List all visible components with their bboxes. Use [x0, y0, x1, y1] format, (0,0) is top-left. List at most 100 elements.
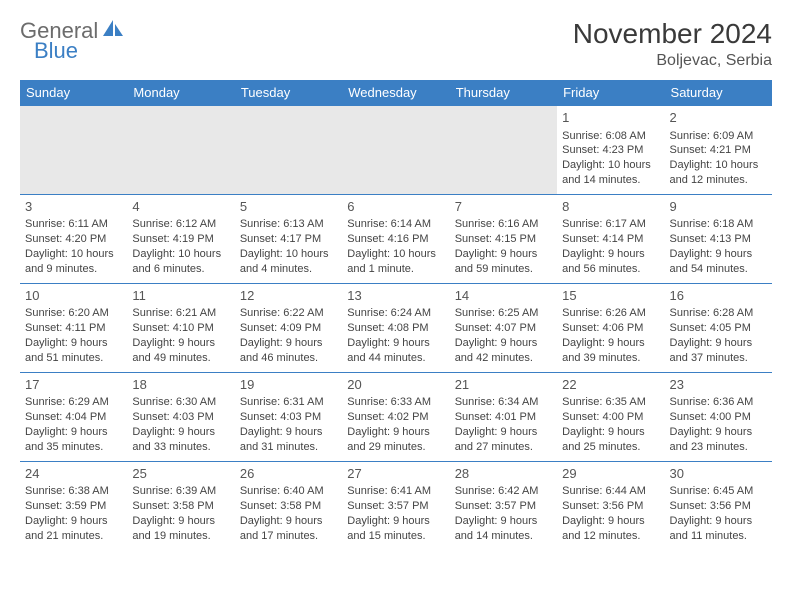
day-cell: 26Sunrise: 6:40 AMSunset: 3:58 PMDayligh…: [235, 461, 342, 549]
sunset-text: Sunset: 4:13 PM: [670, 232, 767, 247]
day-number: 19: [240, 376, 337, 394]
day-number: 17: [25, 376, 122, 394]
sunset-text: Sunset: 4:16 PM: [347, 232, 444, 247]
daylight-text: Daylight: 9 hours and 37 minutes.: [670, 336, 767, 366]
sunrise-text: Sunrise: 6:34 AM: [455, 395, 552, 410]
daylight-text: Daylight: 9 hours and 33 minutes.: [132, 425, 229, 455]
day-cell: 20Sunrise: 6:33 AMSunset: 4:02 PMDayligh…: [342, 372, 449, 461]
daylight-text: Daylight: 10 hours and 12 minutes.: [670, 158, 767, 188]
daylight-text: Daylight: 9 hours and 15 minutes.: [347, 514, 444, 544]
day-number: 13: [347, 287, 444, 305]
sunrise-text: Sunrise: 6:18 AM: [670, 217, 767, 232]
daylight-text: Daylight: 9 hours and 27 minutes.: [455, 425, 552, 455]
day-number: 14: [455, 287, 552, 305]
sunrise-text: Sunrise: 6:26 AM: [562, 306, 659, 321]
daylight-text: Daylight: 9 hours and 31 minutes.: [240, 425, 337, 455]
sail-icon: [103, 20, 125, 43]
day-cell: 10Sunrise: 6:20 AMSunset: 4:11 PMDayligh…: [20, 283, 127, 372]
day-number: 22: [562, 376, 659, 394]
day-number: 16: [670, 287, 767, 305]
day-number: 9: [670, 198, 767, 216]
day-number: 8: [562, 198, 659, 216]
daylight-text: Daylight: 9 hours and 46 minutes.: [240, 336, 337, 366]
month-title: November 2024: [573, 18, 772, 50]
sunrise-text: Sunrise: 6:09 AM: [670, 129, 767, 144]
week-row: 24Sunrise: 6:38 AMSunset: 3:59 PMDayligh…: [20, 461, 772, 549]
day-number: 20: [347, 376, 444, 394]
day-header: Wednesday: [342, 80, 449, 106]
day-cell: 28Sunrise: 6:42 AMSunset: 3:57 PMDayligh…: [450, 461, 557, 549]
sunrise-text: Sunrise: 6:40 AM: [240, 484, 337, 499]
sunrise-text: Sunrise: 6:25 AM: [455, 306, 552, 321]
day-number: 15: [562, 287, 659, 305]
daylight-text: Daylight: 10 hours and 14 minutes.: [562, 158, 659, 188]
day-number: 12: [240, 287, 337, 305]
day-cell: 18Sunrise: 6:30 AMSunset: 4:03 PMDayligh…: [127, 372, 234, 461]
daylight-text: Daylight: 9 hours and 23 minutes.: [670, 425, 767, 455]
day-header: Friday: [557, 80, 664, 106]
day-cell: 13Sunrise: 6:24 AMSunset: 4:08 PMDayligh…: [342, 283, 449, 372]
sunrise-text: Sunrise: 6:36 AM: [670, 395, 767, 410]
daylight-text: Daylight: 9 hours and 29 minutes.: [347, 425, 444, 455]
day-number: 26: [240, 465, 337, 483]
day-cell: [235, 106, 342, 195]
day-number: 6: [347, 198, 444, 216]
sunset-text: Sunset: 4:20 PM: [25, 232, 122, 247]
sunset-text: Sunset: 3:59 PM: [25, 499, 122, 514]
sunset-text: Sunset: 4:08 PM: [347, 321, 444, 336]
day-cell: [450, 106, 557, 195]
day-cell: 2Sunrise: 6:09 AMSunset: 4:21 PMDaylight…: [665, 106, 772, 195]
sunrise-text: Sunrise: 6:38 AM: [25, 484, 122, 499]
day-cell: 8Sunrise: 6:17 AMSunset: 4:14 PMDaylight…: [557, 194, 664, 283]
day-header: Sunday: [20, 80, 127, 106]
daylight-text: Daylight: 9 hours and 56 minutes.: [562, 247, 659, 277]
sunset-text: Sunset: 4:02 PM: [347, 410, 444, 425]
day-cell: 7Sunrise: 6:16 AMSunset: 4:15 PMDaylight…: [450, 194, 557, 283]
sunset-text: Sunset: 4:19 PM: [132, 232, 229, 247]
day-number: 1: [562, 109, 659, 127]
sunset-text: Sunset: 3:57 PM: [347, 499, 444, 514]
daylight-text: Daylight: 9 hours and 25 minutes.: [562, 425, 659, 455]
day-cell: 1Sunrise: 6:08 AMSunset: 4:23 PMDaylight…: [557, 106, 664, 195]
sunrise-text: Sunrise: 6:31 AM: [240, 395, 337, 410]
day-number: 28: [455, 465, 552, 483]
day-number: 25: [132, 465, 229, 483]
sunrise-text: Sunrise: 6:20 AM: [25, 306, 122, 321]
calendar-table: Sunday Monday Tuesday Wednesday Thursday…: [20, 80, 772, 550]
sunrise-text: Sunrise: 6:24 AM: [347, 306, 444, 321]
day-number: 3: [25, 198, 122, 216]
sunrise-text: Sunrise: 6:44 AM: [562, 484, 659, 499]
week-row: 10Sunrise: 6:20 AMSunset: 4:11 PMDayligh…: [20, 283, 772, 372]
day-number: 23: [670, 376, 767, 394]
daylight-text: Daylight: 9 hours and 59 minutes.: [455, 247, 552, 277]
day-number: 11: [132, 287, 229, 305]
sunrise-text: Sunrise: 6:17 AM: [562, 217, 659, 232]
sunrise-text: Sunrise: 6:41 AM: [347, 484, 444, 499]
day-number: 4: [132, 198, 229, 216]
sunset-text: Sunset: 4:17 PM: [240, 232, 337, 247]
week-row: 17Sunrise: 6:29 AMSunset: 4:04 PMDayligh…: [20, 372, 772, 461]
daylight-text: Daylight: 9 hours and 54 minutes.: [670, 247, 767, 277]
day-cell: [342, 106, 449, 195]
brand-text: General Blue: [20, 18, 125, 64]
daylight-text: Daylight: 10 hours and 6 minutes.: [132, 247, 229, 277]
day-cell: 17Sunrise: 6:29 AMSunset: 4:04 PMDayligh…: [20, 372, 127, 461]
day-number: 2: [670, 109, 767, 127]
page-header: General Blue November 2024 Boljevac, Ser…: [20, 18, 772, 70]
day-cell: 23Sunrise: 6:36 AMSunset: 4:00 PMDayligh…: [665, 372, 772, 461]
day-number: 21: [455, 376, 552, 394]
location-label: Boljevac, Serbia: [573, 52, 772, 70]
sunset-text: Sunset: 4:10 PM: [132, 321, 229, 336]
calendar-body: 1Sunrise: 6:08 AMSunset: 4:23 PMDaylight…: [20, 106, 772, 550]
day-cell: 24Sunrise: 6:38 AMSunset: 3:59 PMDayligh…: [20, 461, 127, 549]
day-header: Tuesday: [235, 80, 342, 106]
sunset-text: Sunset: 4:04 PM: [25, 410, 122, 425]
day-number: 10: [25, 287, 122, 305]
day-cell: [20, 106, 127, 195]
sunset-text: Sunset: 4:23 PM: [562, 143, 659, 158]
day-cell: 19Sunrise: 6:31 AMSunset: 4:03 PMDayligh…: [235, 372, 342, 461]
sunset-text: Sunset: 3:57 PM: [455, 499, 552, 514]
daylight-text: Daylight: 9 hours and 14 minutes.: [455, 514, 552, 544]
daylight-text: Daylight: 9 hours and 42 minutes.: [455, 336, 552, 366]
daylight-text: Daylight: 9 hours and 11 minutes.: [670, 514, 767, 544]
